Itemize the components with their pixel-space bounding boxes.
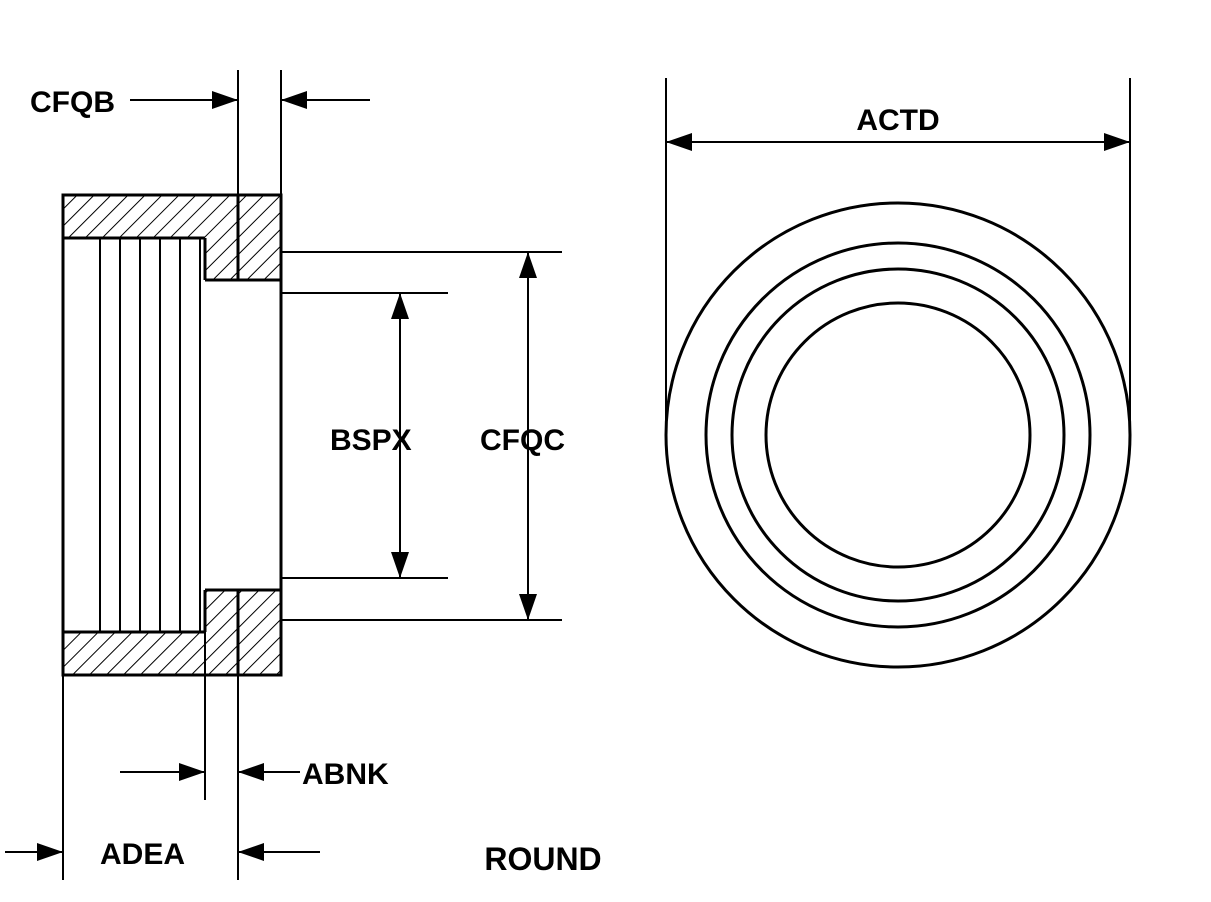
- dim-actd: ACTD: [666, 78, 1130, 435]
- dim-bspx: BSPX: [281, 293, 448, 578]
- label-cfqb: CFQB: [30, 86, 115, 119]
- section-view: [63, 195, 281, 675]
- dim-cfqb: CFQB: [30, 70, 370, 195]
- dim-cfqc: CFQC: [281, 252, 565, 620]
- dim-adea: ADEA: [5, 675, 320, 880]
- label-bspx: BSPX: [330, 424, 412, 457]
- label-cfqc: CFQC: [480, 424, 565, 457]
- label-abnk: ABNK: [302, 758, 389, 791]
- label-adea: ADEA: [100, 838, 185, 871]
- label-actd: ACTD: [856, 104, 939, 137]
- diagram-title: ROUND: [484, 841, 601, 877]
- engineering-diagram: ACTD CFQB BSPX CFQC: [0, 0, 1211, 902]
- front-view: [666, 203, 1130, 667]
